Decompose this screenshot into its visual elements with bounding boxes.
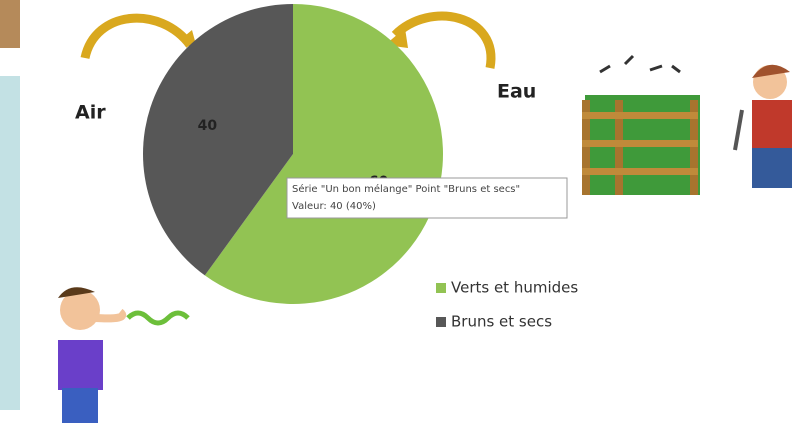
data-label: 40 [198, 118, 218, 134]
legend-label: Bruns et secs [451, 313, 552, 331]
tooltip: Série "Un bon mélange" Point "Bruns et s… [287, 178, 567, 218]
legend-label: Verts et humides [451, 279, 578, 297]
screen: 6040Verts et humidesBruns et secs Air Ea… [0, 0, 793, 435]
tooltip-text: Valeur: 40 (40%) [292, 201, 376, 212]
corner-image [0, 0, 20, 48]
annotation: Eau [497, 81, 536, 103]
side-stripe [0, 76, 20, 410]
legend-swatch [436, 283, 446, 293]
tooltip-text: Série "Un bon mélange" Point "Bruns et s… [292, 183, 520, 195]
legend-swatch [436, 317, 446, 327]
annotation: Air [75, 102, 106, 124]
